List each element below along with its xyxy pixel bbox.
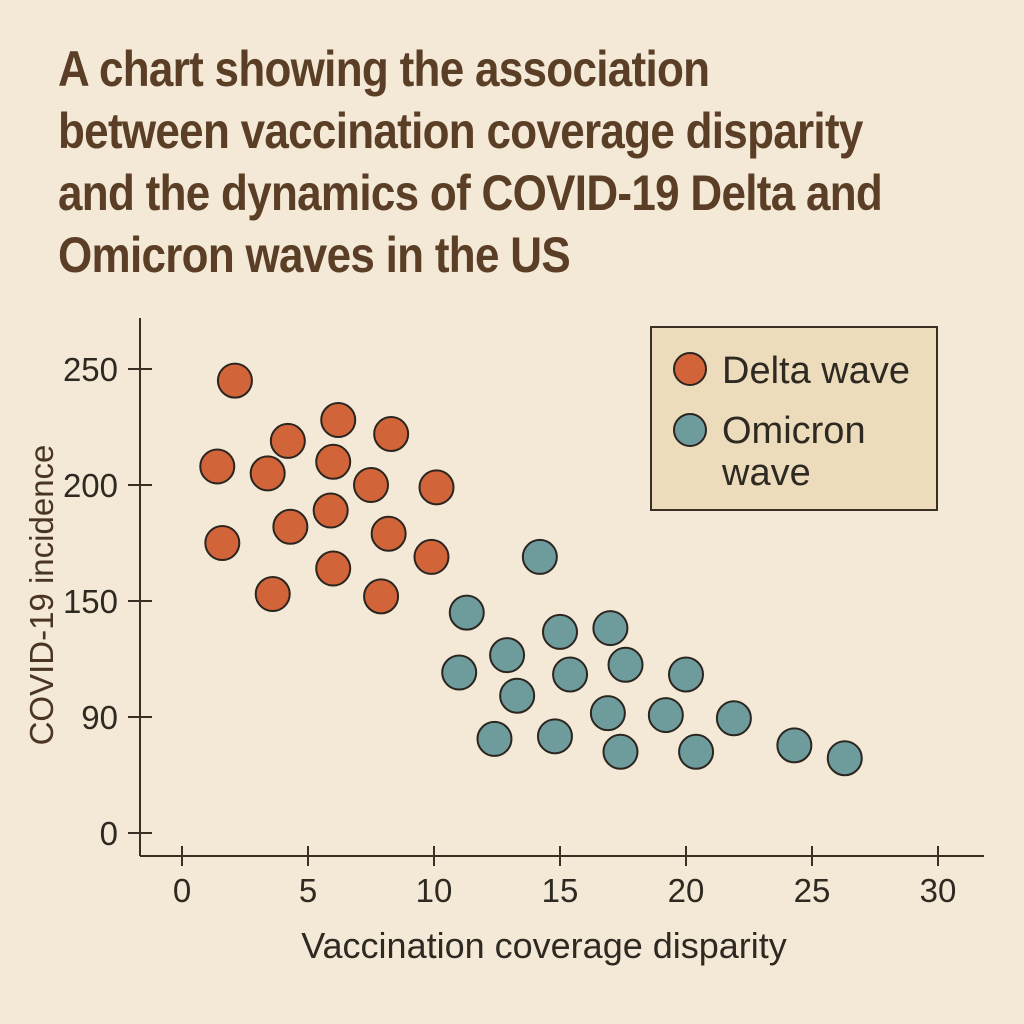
omicron-point xyxy=(536,718,573,755)
x-axis-label: Vaccination coverage disparity xyxy=(301,925,787,966)
omicron-point xyxy=(647,697,684,734)
delta-point xyxy=(249,455,286,492)
x-tick-label: 10 xyxy=(416,872,453,909)
delta-point xyxy=(315,443,352,480)
chart-title: A chart showing the association between … xyxy=(58,41,883,283)
delta-point xyxy=(353,467,389,503)
omicron-point xyxy=(448,594,485,631)
x-tick-label: 25 xyxy=(794,872,831,909)
y-tick-label: 200 xyxy=(63,467,118,504)
delta-point xyxy=(315,550,352,587)
x-tick-label: 30 xyxy=(920,872,957,909)
axes: 0 5 10 15 20 25 30 0 90 150 200 250 Vaccination cove… xyxy=(23,318,984,966)
delta-point xyxy=(204,525,241,561)
legend: Delta wave Omicron wave xyxy=(650,326,938,511)
delta-point xyxy=(254,576,291,613)
delta-point xyxy=(363,578,400,615)
y-tick-label: 250 xyxy=(63,351,118,388)
omicron-point xyxy=(602,733,639,770)
omicron-point xyxy=(499,677,536,714)
x-tick-label: 0 xyxy=(173,872,191,909)
delta-point xyxy=(413,538,450,575)
x-tick-label: 20 xyxy=(668,872,705,909)
delta-point xyxy=(320,402,357,439)
y-axis-label: COVID-19 incidence xyxy=(23,445,60,746)
legend-label-delta: Delta wave xyxy=(722,350,910,392)
delta-point xyxy=(269,422,306,459)
delta-point xyxy=(199,448,236,485)
y-tick-label: 90 xyxy=(81,699,118,736)
legend-marker-omicron xyxy=(673,413,707,447)
x-tick-label: 15 xyxy=(542,872,579,909)
omicron-point xyxy=(607,646,644,683)
delta-point xyxy=(370,515,407,552)
omicron-point xyxy=(441,654,478,691)
omicron-point xyxy=(521,538,558,575)
omicron-point xyxy=(589,695,626,732)
omicron-point xyxy=(476,720,513,757)
legend-marker-delta xyxy=(673,352,707,386)
omicron-point xyxy=(776,727,813,764)
delta-point xyxy=(418,469,455,506)
omicron-point xyxy=(592,610,629,647)
delta-point xyxy=(373,415,410,452)
omicron-point xyxy=(668,656,704,693)
omicron-point xyxy=(552,656,589,693)
data-points xyxy=(199,362,863,777)
delta-point xyxy=(312,492,349,529)
omicron-point xyxy=(826,740,863,777)
omicron-point xyxy=(542,613,578,650)
y-tick-label: 0 xyxy=(100,815,118,852)
legend-label-omicron: Omicron wave xyxy=(721,410,866,494)
delta-point xyxy=(216,362,253,399)
omicron-point xyxy=(678,733,715,770)
y-tick-label: 150 xyxy=(63,583,118,620)
delta-point xyxy=(272,508,309,545)
omicron-point xyxy=(489,637,526,674)
x-tick-label: 5 xyxy=(299,872,317,909)
omicron-point xyxy=(715,700,752,737)
